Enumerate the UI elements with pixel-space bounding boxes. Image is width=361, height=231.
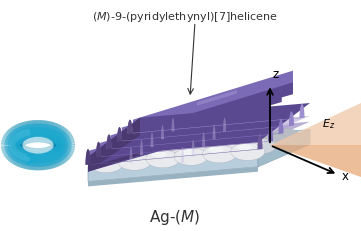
Ellipse shape xyxy=(203,138,231,152)
Text: $E_z$: $E_z$ xyxy=(322,117,335,131)
Ellipse shape xyxy=(231,136,260,150)
Ellipse shape xyxy=(217,141,248,156)
Ellipse shape xyxy=(203,145,236,163)
Polygon shape xyxy=(174,89,214,122)
Polygon shape xyxy=(133,76,293,140)
Ellipse shape xyxy=(132,141,157,153)
Polygon shape xyxy=(110,92,270,156)
Text: z: z xyxy=(273,68,279,82)
Polygon shape xyxy=(86,134,262,165)
Ellipse shape xyxy=(245,138,276,154)
Ellipse shape xyxy=(161,139,186,150)
Ellipse shape xyxy=(22,137,53,154)
Ellipse shape xyxy=(104,150,135,166)
Ellipse shape xyxy=(188,143,219,159)
Polygon shape xyxy=(99,100,259,164)
Polygon shape xyxy=(130,147,184,163)
Ellipse shape xyxy=(180,149,195,155)
Polygon shape xyxy=(161,125,216,139)
Polygon shape xyxy=(88,108,248,172)
Polygon shape xyxy=(86,149,91,165)
Polygon shape xyxy=(270,145,361,176)
Polygon shape xyxy=(96,126,273,157)
Polygon shape xyxy=(197,76,237,106)
Polygon shape xyxy=(96,142,101,157)
Polygon shape xyxy=(133,60,293,131)
Polygon shape xyxy=(127,120,132,134)
Polygon shape xyxy=(106,119,283,149)
Polygon shape xyxy=(88,130,310,167)
Polygon shape xyxy=(122,84,282,148)
Polygon shape xyxy=(88,167,258,186)
Ellipse shape xyxy=(109,152,123,157)
Ellipse shape xyxy=(152,152,167,158)
Polygon shape xyxy=(88,116,310,153)
Polygon shape xyxy=(127,104,304,134)
Polygon shape xyxy=(258,130,310,167)
Polygon shape xyxy=(110,73,270,147)
Ellipse shape xyxy=(117,153,151,170)
Polygon shape xyxy=(171,118,226,131)
Polygon shape xyxy=(163,95,203,129)
Polygon shape xyxy=(106,134,112,149)
Ellipse shape xyxy=(89,155,123,173)
Polygon shape xyxy=(88,140,140,172)
Polygon shape xyxy=(117,127,122,141)
Text: $(M)$-9-(pyridylethynyl)[7]helicene: $(M)$-9-(pyridylethynyl)[7]helicene xyxy=(92,10,278,24)
Ellipse shape xyxy=(208,146,224,153)
Polygon shape xyxy=(270,103,361,145)
Ellipse shape xyxy=(146,150,180,168)
Polygon shape xyxy=(140,140,195,155)
Polygon shape xyxy=(99,79,259,155)
Ellipse shape xyxy=(118,146,146,159)
Text: Ag-$(M)$: Ag-$(M)$ xyxy=(149,208,201,227)
Ellipse shape xyxy=(194,144,208,150)
Polygon shape xyxy=(88,85,248,163)
Polygon shape xyxy=(88,144,258,167)
Ellipse shape xyxy=(147,143,174,157)
Ellipse shape xyxy=(123,154,139,160)
Ellipse shape xyxy=(231,143,265,161)
Ellipse shape xyxy=(251,139,265,145)
Polygon shape xyxy=(88,152,258,182)
Ellipse shape xyxy=(166,147,180,152)
Ellipse shape xyxy=(174,148,208,165)
Ellipse shape xyxy=(95,156,110,163)
Ellipse shape xyxy=(246,131,271,143)
Text: x: x xyxy=(342,170,349,183)
Ellipse shape xyxy=(260,134,288,147)
Polygon shape xyxy=(88,118,140,172)
Polygon shape xyxy=(88,138,258,159)
Polygon shape xyxy=(151,132,205,147)
Ellipse shape xyxy=(137,149,151,155)
Ellipse shape xyxy=(160,146,191,161)
Polygon shape xyxy=(186,82,226,114)
Ellipse shape xyxy=(218,134,243,146)
Polygon shape xyxy=(117,111,294,141)
Ellipse shape xyxy=(132,148,163,164)
Ellipse shape xyxy=(222,142,236,147)
Polygon shape xyxy=(88,103,310,157)
Ellipse shape xyxy=(237,144,252,150)
Ellipse shape xyxy=(274,129,299,141)
Polygon shape xyxy=(122,66,282,139)
Polygon shape xyxy=(152,101,192,137)
Polygon shape xyxy=(88,122,310,159)
Ellipse shape xyxy=(189,136,214,148)
Ellipse shape xyxy=(175,141,203,155)
